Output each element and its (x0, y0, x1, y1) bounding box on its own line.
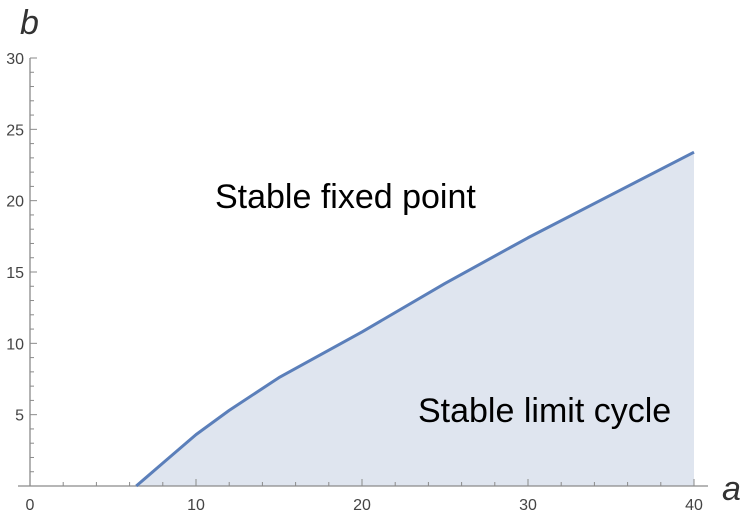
hopf-boundary-curve (135, 150, 695, 488)
y-tick-label: 15 (6, 265, 24, 282)
y-tick-label: 5 (15, 408, 24, 425)
x-tick-label: 0 (26, 497, 35, 514)
x-tick-label: 30 (519, 497, 537, 514)
y-tick-label: 30 (6, 51, 24, 68)
y-axis-label: b (20, 4, 39, 42)
x-tick-label: 40 (685, 497, 703, 514)
stable-fixed-point-label: Stable fixed point (215, 178, 476, 216)
stable-limit-cycle-label: Stable limit cycle (418, 392, 671, 430)
y-tick-label: 10 (6, 336, 24, 353)
y-tick-label: 25 (6, 122, 24, 139)
y-tick-label: 20 (6, 194, 24, 211)
x-tick-label: 20 (353, 497, 371, 514)
stable-limit-cycle-region (136, 152, 695, 486)
x-axis-label: a (722, 470, 741, 508)
x-tick-label: 10 (187, 497, 205, 514)
